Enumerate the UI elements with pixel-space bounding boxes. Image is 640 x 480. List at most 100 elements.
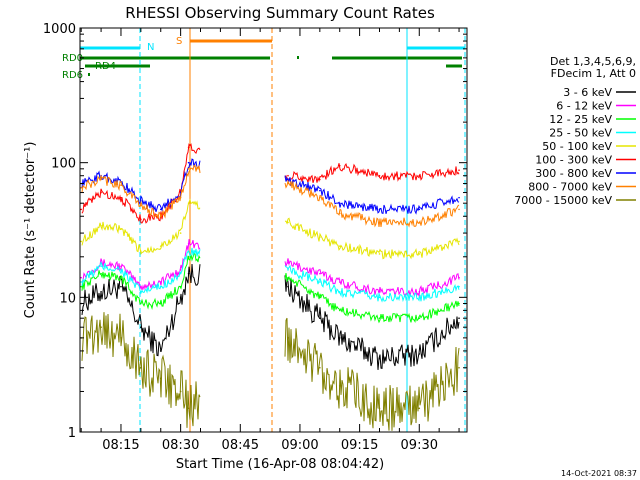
data-point (120, 184, 122, 187)
data-point (378, 357, 381, 360)
data-point (378, 317, 381, 319)
x-tick-label: 08:15 (102, 438, 139, 453)
data-point (187, 255, 190, 258)
status-bars: RD0 RD4 RD6 N S (62, 36, 465, 81)
legend-label: 12 - 25 keV (549, 113, 612, 126)
data-point (458, 366, 460, 369)
plot-frame (79, 27, 468, 433)
data-point (140, 250, 142, 253)
data-point (179, 196, 182, 199)
data-point (159, 215, 162, 218)
data-point (378, 221, 381, 224)
data-point (179, 269, 182, 271)
data-point (319, 236, 321, 238)
data-point (140, 285, 142, 288)
legend-label: 7000 - 15000 keV (514, 194, 612, 207)
data-point (187, 161, 190, 164)
data-point (418, 253, 421, 255)
data-point (80, 281, 82, 283)
data-point (319, 272, 321, 275)
data-point (100, 265, 102, 268)
y-tick-label: 1000 (43, 22, 76, 37)
status-label-rd0: RD0 (62, 53, 83, 64)
data-point (458, 302, 460, 305)
x-axis: 08:15 08:30 08:45 09:00 09:15 09:30 (80, 28, 460, 453)
data-point (179, 296, 182, 299)
data-point (319, 281, 321, 283)
data-point (378, 253, 381, 255)
timestamp: 14-Oct-2021 08:37 (561, 469, 637, 478)
data-point (80, 285, 82, 288)
x-tick-label: 08:30 (162, 438, 199, 453)
data-point (187, 272, 190, 275)
status-dot (88, 73, 90, 76)
data-point (120, 196, 122, 199)
legend-label: 6 - 12 keV (556, 100, 612, 113)
data-point (140, 302, 142, 305)
data-point (120, 337, 122, 339)
data-point (458, 317, 460, 319)
series-line (81, 198, 460, 260)
data-point (458, 240, 460, 243)
data-point (287, 337, 289, 339)
chart-title: RHESSI Observing Summary Count Rates (125, 4, 435, 22)
data-point (187, 168, 190, 170)
status-label-s: S (176, 36, 182, 47)
data-point (287, 262, 289, 264)
data-point (418, 407, 421, 410)
data-point (187, 146, 190, 149)
data-point (120, 228, 122, 231)
series-line (81, 143, 460, 224)
data-point (287, 174, 289, 177)
legend-label: 100 - 300 keV (535, 154, 612, 167)
series-line (81, 247, 460, 303)
data-point (120, 285, 122, 288)
data-point (319, 196, 321, 199)
legend-header: FDecim 1, Att 0 (551, 67, 636, 80)
data-point (159, 350, 162, 352)
data-point (418, 290, 421, 293)
y-axis: 1 10 100 1000 (43, 22, 467, 441)
x-tick-label: 09:15 (341, 438, 378, 453)
legend-label: 3 - 6 keV (563, 86, 612, 99)
data-point (319, 317, 321, 319)
data-point (100, 326, 102, 329)
data-point (80, 208, 82, 211)
data-point (159, 377, 162, 380)
data-point (338, 290, 341, 293)
data-point (179, 285, 182, 288)
legend-label: 25 - 50 keV (549, 127, 612, 140)
data-point (338, 164, 341, 167)
data-point (287, 285, 289, 288)
data-point (140, 290, 142, 293)
data-point (159, 245, 162, 247)
data-point (140, 204, 142, 207)
data-point (100, 191, 102, 194)
legend-header: Det 1,3,4,5,6,9, (550, 55, 636, 68)
status-label-rd4: RD4 (95, 61, 116, 72)
data-point (378, 208, 381, 211)
data-point (287, 269, 289, 271)
data-point (338, 337, 341, 339)
data-point (120, 276, 122, 279)
series-line (81, 263, 460, 370)
data-point (140, 218, 142, 221)
data-point (187, 407, 190, 410)
x-tick-label: 09:00 (281, 438, 318, 453)
data-point (187, 242, 190, 245)
data-point (458, 196, 460, 199)
data-point (100, 272, 102, 275)
mode-lines (79, 28, 466, 432)
data-point (287, 221, 289, 224)
status-label-rd6: RD6 (62, 70, 83, 81)
legend: Det 1,3,4,5,6,9, FDecim 1, Att 0 3 - 6 k… (514, 55, 636, 207)
y-tick-label: 10 (59, 291, 76, 306)
data-point (458, 276, 460, 279)
data-point (338, 309, 341, 312)
legend-label: 300 - 800 keV (535, 167, 612, 180)
data-point (458, 208, 460, 211)
data-point (378, 407, 381, 410)
data-point (140, 366, 142, 369)
data-point (80, 276, 82, 279)
